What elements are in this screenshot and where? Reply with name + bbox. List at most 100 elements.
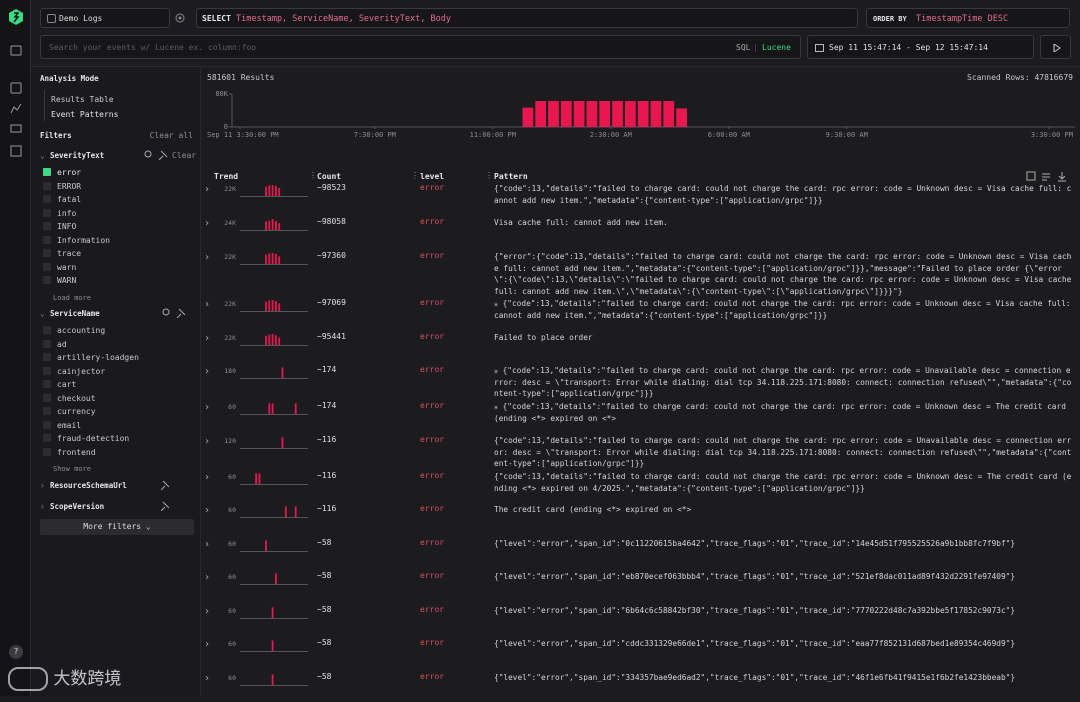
pattern-row[interactable]: › 60 ~58 error {"level":"error","span_id":"3… (200, 672, 1080, 702)
expand-chevron[interactable]: › (204, 673, 211, 684)
source-select[interactable]: Demo Logs (40, 8, 170, 28)
filter-option[interactable]: frontend (57, 447, 96, 457)
time-picker[interactable]: Sep 11 15:47:14 - Sep 12 15:47:14 (807, 35, 1034, 59)
table-actions[interactable] (1026, 171, 1072, 182)
help-button[interactable]: ? (9, 645, 23, 659)
checkbox[interactable] (43, 339, 51, 348)
settings-icon[interactable] (174, 12, 186, 24)
checkbox[interactable] (43, 208, 51, 217)
checkbox[interactable] (43, 181, 51, 190)
filter-option[interactable]: fatal (57, 195, 82, 204)
session-icon[interactable] (10, 124, 22, 133)
checkbox[interactable] (43, 276, 51, 284)
filter-option[interactable]: WARN (57, 276, 77, 285)
pattern-row[interactable]: › 24K ~98058 error Visa cache full: cannot a… (200, 217, 1080, 247)
pattern-row[interactable]: › 22K ~97360 error {"error":{"code":13,"deta… (200, 251, 1080, 296)
pin-icon[interactable] (161, 480, 170, 490)
checkbox[interactable] (43, 262, 51, 271)
pattern-row[interactable]: › 180 ~174 error ⁎ {"code":13,"details":"fai… (200, 365, 1080, 398)
search-icon[interactable] (10, 82, 22, 94)
filter-option[interactable]: email (57, 420, 82, 430)
checkbox[interactable] (43, 249, 51, 257)
mode-option[interactable]: Event Patterns (51, 110, 119, 119)
more-filters-button[interactable]: More filters ⌄ (40, 519, 194, 535)
expand-chevron[interactable]: › (204, 606, 211, 617)
column-handle[interactable]: ⋮ (411, 171, 419, 180)
checkbox[interactable] (43, 407, 51, 415)
pattern-row[interactable]: › 120 ~116 error {"code":13,"details":"faile… (200, 435, 1080, 468)
checkbox[interactable] (43, 222, 51, 230)
pin-icon[interactable] (161, 501, 170, 511)
pin-icon[interactable] (176, 308, 186, 318)
checkbox[interactable] (43, 235, 51, 244)
filter-option[interactable]: checkout (57, 393, 96, 403)
expand-chevron[interactable]: › (204, 333, 211, 344)
filter-option[interactable]: cainjector (57, 366, 106, 376)
checkbox[interactable] (43, 326, 51, 334)
run-button[interactable] (1040, 35, 1071, 59)
sidebar-toggle[interactable] (10, 45, 22, 56)
filter-group-name[interactable]: ResourceSchemaUrl (50, 481, 127, 490)
pattern-row[interactable]: › 60 ~174 error ⁎ {"code":13,"details":"fail… (200, 401, 1080, 431)
pattern-row[interactable]: › 22K ~95441 error Failed to place order (200, 332, 1080, 362)
column-handle[interactable]: ⋮ (309, 171, 317, 180)
mode-lucene[interactable]: Lucene (762, 43, 791, 52)
filter-option[interactable]: ERROR (57, 181, 82, 191)
column-handle[interactable]: ⋮ (485, 171, 493, 180)
filter-group-name[interactable]: SeverityText (50, 151, 105, 160)
expand-chevron[interactable]: › (204, 366, 211, 377)
expand-chevron[interactable]: › (204, 184, 211, 195)
search-icon[interactable] (144, 150, 152, 158)
order-input[interactable]: ORDER BY TimestampTime DESC (866, 8, 1070, 28)
chart-icon[interactable] (10, 103, 22, 114)
mode-sql[interactable]: SQL (736, 43, 751, 52)
checkbox[interactable] (43, 195, 51, 203)
select-input[interactable]: SELECT Timestamp, ServiceName, SeverityT… (196, 8, 858, 28)
filter-option[interactable]: warn (57, 262, 77, 272)
pattern-row[interactable]: › 22K ~98523 error {"code":13,"details":"fai… (200, 183, 1080, 213)
expand-chevron[interactable]: › (204, 505, 211, 516)
expand-chevron[interactable]: › (204, 572, 211, 583)
dashboard-icon[interactable] (10, 145, 22, 157)
checkbox[interactable] (43, 168, 51, 176)
checkbox[interactable] (43, 447, 51, 456)
filter-option[interactable]: Information (57, 235, 110, 245)
filter-option[interactable]: INFO (57, 222, 77, 231)
pattern-row[interactable]: › 22K ~97069 error ⁎ {"code":13,"details":"f… (200, 298, 1080, 328)
filter-option[interactable]: currency (57, 407, 96, 416)
filter-group-name[interactable]: ServiceName (50, 309, 100, 318)
expand-chevron[interactable]: › (204, 639, 211, 650)
filter-option[interactable]: info (57, 208, 77, 218)
checkbox[interactable] (43, 366, 51, 375)
filter-option[interactable]: ad (57, 339, 67, 349)
expand-chevron[interactable]: › (204, 218, 211, 229)
filter-option[interactable]: trace (57, 249, 82, 258)
pattern-row[interactable]: › 60 ~58 error {"level":"error","span_id":"c… (200, 638, 1080, 668)
checkbox[interactable] (43, 420, 51, 429)
checkbox[interactable] (43, 434, 51, 442)
search-icon[interactable] (162, 308, 170, 316)
filter-option[interactable]: artillery-loadgen (57, 353, 139, 362)
checkbox[interactable] (43, 393, 51, 402)
expand-chevron[interactable]: › (204, 252, 211, 263)
pin-icon[interactable] (158, 150, 168, 160)
filter-group-name[interactable]: ScopeVersion (50, 502, 105, 511)
expand-chevron[interactable]: › (204, 539, 211, 550)
search-input[interactable]: Search your events w/ Lucene ex. column:… (40, 35, 801, 59)
expand-chevron[interactable]: › (204, 472, 211, 483)
filter-option[interactable]: cart (57, 380, 77, 389)
mode-option[interactable]: Results Table (51, 95, 114, 104)
pattern-row[interactable]: › 60 ~58 error {"level":"error","span_id":"e… (200, 571, 1080, 601)
filter-more[interactable]: Load more (53, 293, 91, 302)
filter-option[interactable]: fraud-detection (57, 434, 130, 443)
pattern-row[interactable]: › 60 ~58 error {"level":"error","span_id":"6… (200, 605, 1080, 635)
filter-option[interactable]: accounting (57, 326, 106, 335)
pattern-row[interactable]: › 60 ~116 error The credit card (ending <*> … (200, 504, 1080, 534)
clear-all[interactable]: Clear all (149, 131, 193, 140)
pattern-row[interactable]: › 60 ~58 error {"level":"error","span_id":"0… (200, 538, 1080, 568)
checkbox[interactable] (43, 353, 51, 361)
expand-chevron[interactable]: › (204, 402, 211, 413)
expand-chevron[interactable]: › (204, 436, 211, 447)
group-clear[interactable]: Clear (172, 151, 197, 160)
filter-more[interactable]: Show more (53, 465, 91, 473)
